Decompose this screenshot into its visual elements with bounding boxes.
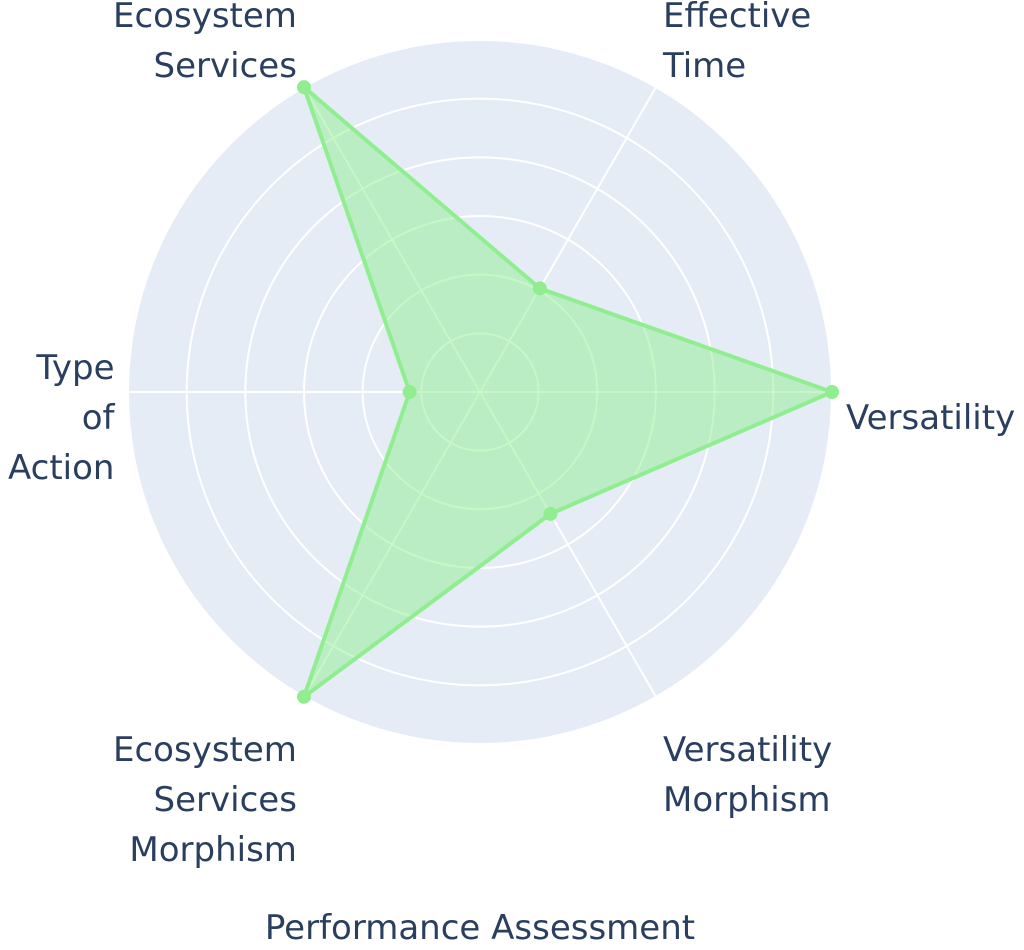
data-point-3	[402, 385, 417, 399]
data-point-1	[532, 281, 547, 296]
data-point-2	[297, 80, 311, 95]
axis-label-line: Time	[663, 46, 747, 87]
axis-label-1: Effective Time	[663, 0, 811, 91]
axis-label-line: Services	[153, 46, 297, 87]
axis-label-3: Type of Action	[8, 343, 114, 493]
data-point-0	[825, 385, 839, 399]
axis-label-line: Morphism	[663, 779, 831, 820]
axis-label-line: Morphism	[129, 829, 297, 870]
axis-label-4: Ecosystem Services Morphism	[113, 725, 297, 875]
axis-label-0: Versatility	[846, 393, 1015, 443]
axis-label-5: Versatility Morphism	[663, 725, 832, 825]
chart-title: Performance Assessment	[264, 908, 696, 948]
series-layer	[297, 80, 839, 704]
axis-label-line: of	[81, 398, 115, 438]
axis-label-line: Ecosystem	[113, 729, 297, 770]
axis-label-line: Action	[8, 448, 115, 488]
axis-label-line: Type	[36, 348, 115, 388]
axis-label-line: Services	[153, 779, 297, 820]
data-point-4	[297, 689, 311, 704]
axis-label-2: Ecosystem Services	[113, 0, 297, 91]
data-point-5	[543, 506, 558, 521]
axis-label-line: Versatility	[663, 729, 833, 770]
axis-label-line: Effective	[663, 0, 812, 37]
axis-label-line: Ecosystem	[113, 0, 297, 37]
axis-label-line: Versatility	[846, 398, 1016, 438]
